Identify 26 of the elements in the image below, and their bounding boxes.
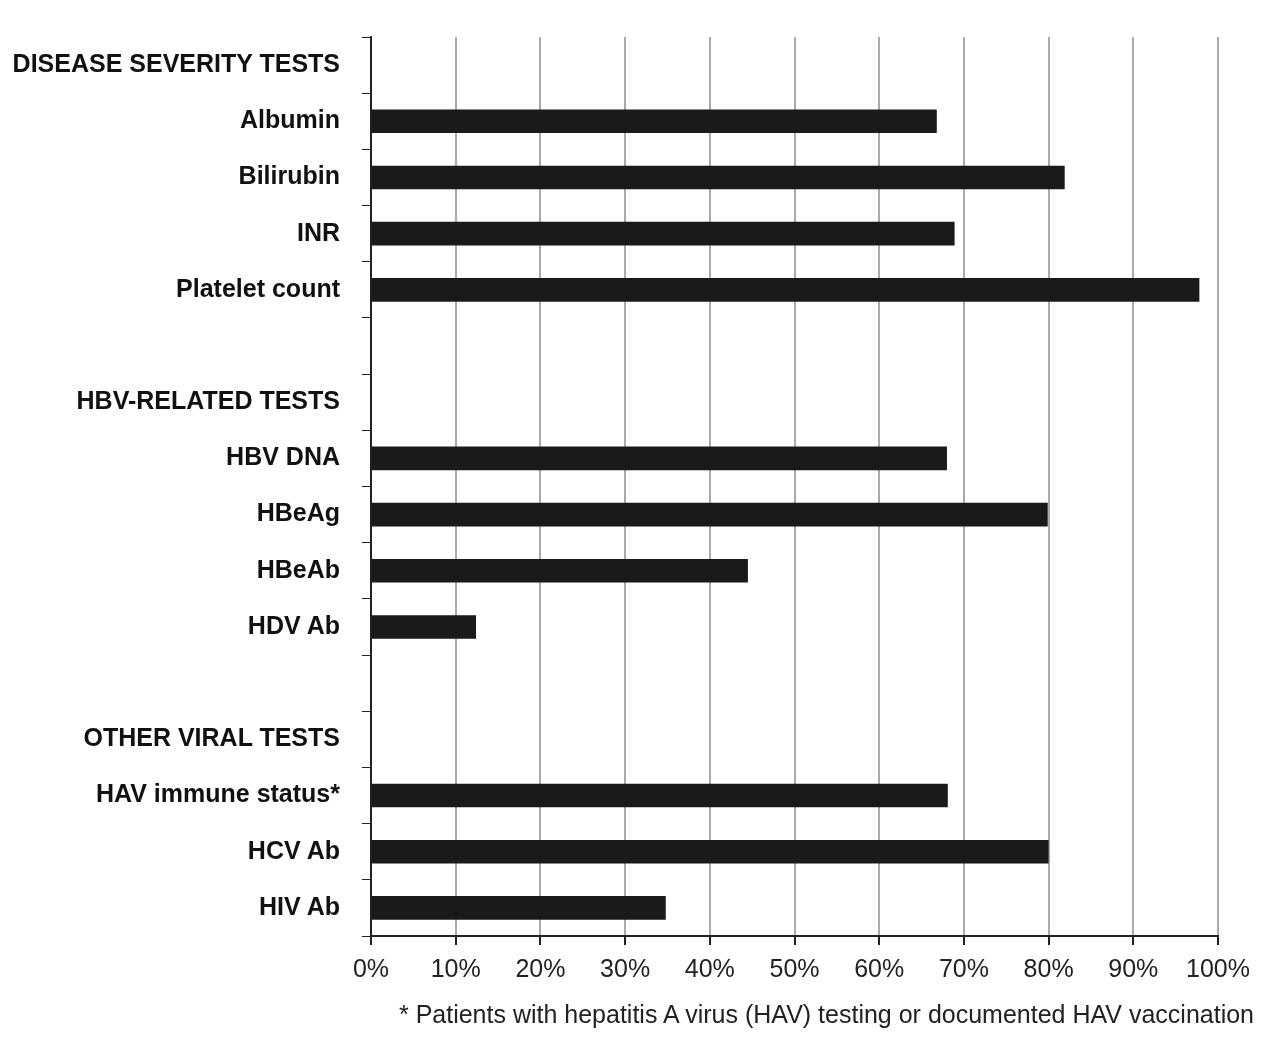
y-tick-label: HBV-RELATED TESTS bbox=[76, 386, 340, 415]
x-tick-label: 0% bbox=[352, 953, 390, 982]
y-tick-label: HBeAg bbox=[256, 498, 340, 527]
x-tick-label: 90% bbox=[1108, 953, 1159, 982]
y-tick-label: Bilirubin bbox=[238, 161, 340, 190]
y-tick-label: HBeAb bbox=[256, 554, 340, 583]
y-tick-label: INR bbox=[296, 217, 340, 246]
y-tick-label: HIV Ab bbox=[258, 891, 340, 920]
x-tick-label: 60% bbox=[854, 953, 905, 982]
y-tick-label: DISEASE SEVERITY TESTS bbox=[12, 48, 340, 77]
x-tick-label: 100% bbox=[1186, 953, 1250, 982]
y-tick-label: OTHER VIRAL TESTS bbox=[83, 723, 340, 752]
y-tick-label: HDV Ab bbox=[247, 610, 340, 639]
y-tick-label: HAV immune status* bbox=[95, 779, 341, 808]
y-tick-label: Platelet count bbox=[176, 273, 341, 302]
text: * Patients with hepatitis A virus (HAV) testing or documented HAV vaccination bbox=[398, 1000, 1254, 1029]
y-tick-label: HBV DNA bbox=[226, 442, 340, 471]
y-tick-label: Albumin bbox=[240, 105, 340, 134]
x-tick-label: 50% bbox=[769, 953, 820, 982]
x-tick-label: 20% bbox=[515, 953, 566, 982]
x-tick-label: 40% bbox=[684, 953, 735, 982]
x-tick-label: 70% bbox=[938, 953, 989, 982]
x-tick-label: 30% bbox=[600, 953, 651, 982]
y-tick-label: HCV Ab bbox=[247, 835, 340, 864]
x-tick-label: 10% bbox=[430, 953, 481, 982]
x-tick-label: 80% bbox=[1023, 953, 1074, 982]
